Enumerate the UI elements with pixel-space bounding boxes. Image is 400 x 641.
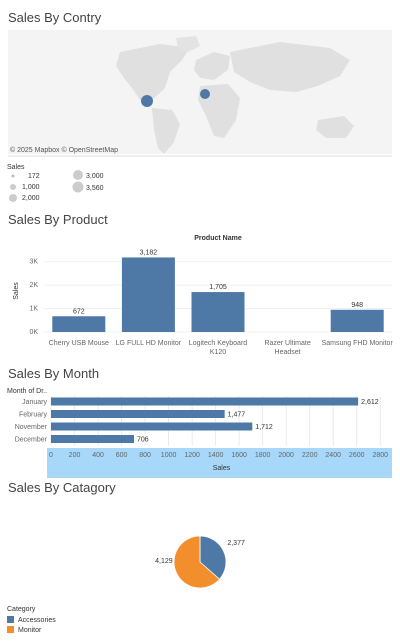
month-x-tick-label: 2200 (302, 452, 318, 459)
month-x-tick-label: 1600 (231, 452, 247, 459)
product-y-tick-label: 1K (29, 306, 38, 313)
month-x-tick-label: 200 (69, 452, 81, 459)
product-value-label: 672 (73, 308, 85, 315)
product-y-tick-label: 0K (29, 329, 38, 336)
world-map[interactable]: © 2025 Mapbox © OpenStreetMap (0, 30, 400, 190)
product-y-tick-label: 2K (29, 282, 38, 289)
product-header: Product Name (194, 235, 242, 242)
size-legend-dot-1000 (10, 184, 16, 190)
map-attribution: © 2025 Mapbox © OpenStreetMap (10, 146, 118, 154)
size-legend-dot-3000 (73, 170, 83, 180)
month-bar[interactable] (51, 410, 225, 418)
month-bar[interactable] (51, 397, 359, 406)
legend-swatch-accessories (7, 616, 14, 623)
north-america-shape (116, 44, 190, 102)
product-category-label: Cherry USB Mouse (49, 340, 109, 347)
product-y-axis-label: Sales (13, 282, 20, 300)
category-title: Sales By Catagory (8, 480, 116, 495)
month-category-label: January (22, 399, 47, 406)
month-row-header: Month of Dr.. (7, 388, 47, 395)
month-bar[interactable] (51, 422, 253, 431)
month-x-tick-label: 2400 (325, 452, 341, 459)
month-bar-chart[interactable]: Month of Dr.. January 2,612 February 1,477 No… (0, 384, 400, 478)
legend-label-accessories: Accessories (18, 617, 56, 624)
category-pie-chart[interactable]: 2,377 4,129 (0, 520, 400, 600)
size-legend-dot-3560 (72, 181, 84, 193)
month-value-label: 706 (137, 437, 149, 444)
legend-swatch-monitor (7, 626, 14, 633)
month-x-tick-label: 600 (116, 452, 128, 459)
month-x-tick-label: 1200 (184, 452, 200, 459)
product-category-label: LG FULL HD Monitor (116, 340, 182, 347)
product-y-tick-label: 3K (29, 259, 38, 266)
month-x-tick-label: 1000 (161, 452, 177, 459)
category-legend: Category Accessories Monitor (7, 606, 56, 634)
product-bar[interactable] (52, 316, 106, 332)
product-category-label: Razer Ultimate (264, 340, 310, 347)
month-x-tick-label: 400 (92, 452, 104, 459)
product-bar[interactable] (330, 309, 384, 332)
pie-value-label: 4,129 (155, 558, 173, 565)
product-value-label: 3,182 (140, 249, 158, 256)
size-legend-dot-2000 (9, 194, 17, 202)
size-legend-label-3560: 3,560 (86, 185, 104, 192)
map-point-europe[interactable] (200, 89, 210, 99)
month-x-tick-label: 2600 (349, 452, 365, 459)
month-title: Sales By Month (8, 366, 100, 381)
month-x-tick-label: 1400 (208, 452, 224, 459)
month-x-tick-label: 2000 (278, 452, 294, 459)
europe-shape (194, 52, 230, 80)
product-title: Sales By Product (8, 212, 108, 227)
size-legend-title: Sales (7, 164, 25, 171)
map-point-usa[interactable] (141, 95, 153, 107)
size-legend-label-3000: 3,000 (86, 173, 104, 180)
month-category-label: February (19, 412, 48, 419)
month-axis-band (47, 448, 392, 478)
month-x-tick-label: 1800 (255, 452, 271, 459)
month-x-tick-label: 2800 (372, 452, 388, 459)
australia-shape (316, 116, 354, 138)
product-category-label: Samsung FHD Monitor (322, 340, 394, 347)
size-legend-dot-172 (11, 174, 15, 178)
pie-value-label: 2,377 (227, 540, 245, 547)
product-bar[interactable] (121, 257, 175, 332)
map-size-legend: Sales 172 1,000 2,000 3,000 3,560 (7, 164, 104, 202)
south-america-shape (152, 108, 180, 154)
month-x-axis-label: Sales (213, 465, 231, 472)
product-category-label: Logitech Keyboard (189, 340, 247, 347)
product-value-label: 1,705 (209, 284, 227, 291)
month-x-tick-label: 0 (49, 452, 53, 459)
month-category-label: December (15, 437, 48, 444)
product-value-label: 948 (351, 302, 363, 309)
size-legend-label-2000: 2,000 (22, 195, 40, 202)
category-legend-title: Category (7, 606, 36, 613)
size-legend-label-172: 172 (28, 173, 40, 180)
month-bar[interactable] (51, 435, 135, 443)
product-category-label: K120 (210, 349, 226, 356)
product-bar-chart[interactable]: Product Name Sales 0K 1K 2K 3K 672 Cherry USB M… (0, 232, 400, 362)
map-title: Sales By Contry (8, 10, 102, 25)
product-bar[interactable] (191, 292, 245, 332)
greenland-shape (176, 36, 200, 52)
month-x-tick-label: 800 (139, 452, 151, 459)
month-value-label: 1,712 (255, 424, 273, 431)
month-category-label: November (15, 424, 48, 431)
pie-slice[interactable] (199, 535, 227, 580)
month-value-label: 2,612 (361, 399, 379, 406)
asia-shape (230, 42, 350, 92)
product-category-label: Headset (275, 349, 301, 356)
size-legend-label-1000: 1,000 (22, 184, 40, 191)
pie-slice[interactable] (173, 535, 221, 589)
month-value-label: 1,477 (228, 412, 246, 419)
legend-label-monitor: Monitor (18, 627, 42, 634)
